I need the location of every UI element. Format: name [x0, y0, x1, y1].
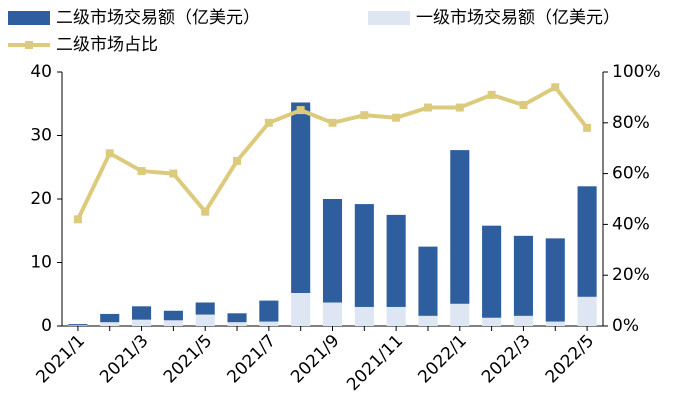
bar	[577, 186, 597, 297]
line-marker	[328, 118, 337, 127]
bar	[259, 300, 279, 322]
bar	[354, 306, 374, 326]
line-marker	[423, 103, 432, 112]
line-marker	[233, 156, 242, 165]
bar	[386, 306, 406, 326]
line-marker	[455, 103, 464, 112]
line-marker	[360, 111, 369, 120]
y-tick-label: 20	[30, 189, 52, 209]
bar	[545, 238, 565, 322]
bar	[68, 324, 88, 326]
y-tick-label: 40	[30, 62, 52, 82]
bar	[513, 315, 533, 326]
legend-label: 二级市场占比	[56, 35, 158, 55]
bar	[259, 321, 279, 326]
bar	[450, 303, 470, 326]
bar	[291, 292, 311, 326]
y2-tick-label: 40%	[612, 214, 650, 234]
line-marker	[73, 215, 82, 224]
x-tick-label: 2021/9	[287, 331, 343, 387]
bar	[132, 306, 152, 320]
x-tick-label: 2021/3	[96, 331, 152, 387]
legend-swatch	[25, 41, 33, 49]
x-tick-label: 2022/3	[478, 331, 534, 387]
line-marker	[169, 169, 178, 178]
bar	[195, 302, 215, 315]
bar	[227, 313, 247, 323]
bar	[100, 313, 120, 323]
y-tick-label: 10	[30, 253, 52, 273]
line-marker	[392, 113, 401, 122]
x-tick-label: 2022/1	[414, 331, 470, 387]
line-marker	[201, 207, 210, 216]
line-marker	[583, 123, 592, 132]
legend-swatch	[8, 11, 50, 25]
bar	[418, 315, 438, 326]
bar	[577, 296, 597, 326]
bar	[513, 235, 533, 316]
bar	[354, 204, 374, 307]
y-tick-label: 0	[41, 316, 52, 336]
bar	[322, 199, 343, 303]
bar	[227, 322, 247, 326]
y-tick-label: 30	[30, 126, 52, 146]
bar	[482, 225, 502, 318]
legend-swatch	[368, 11, 410, 25]
x-tick-label: 2021/5	[160, 331, 216, 387]
line-marker	[551, 83, 560, 92]
bar	[545, 321, 565, 326]
legend-label: 二级市场交易额（亿美元）	[56, 8, 260, 28]
bar	[68, 325, 88, 326]
bar	[132, 319, 152, 326]
line-marker	[264, 118, 273, 127]
line-marker	[487, 90, 496, 99]
legend-label: 一级市场交易额（亿美元）	[416, 8, 620, 28]
bar	[418, 246, 438, 316]
y2-tick-label: 100%	[612, 62, 661, 82]
x-tick-label: 2021/11	[343, 331, 407, 395]
x-tick-label: 2021/7	[223, 331, 279, 387]
line-marker	[137, 167, 146, 176]
bar	[163, 310, 183, 321]
y2-tick-label: 80%	[612, 113, 650, 133]
line-marker	[296, 106, 305, 115]
bar	[450, 150, 470, 304]
x-tick-label: 2022/5	[542, 331, 598, 387]
bar	[322, 302, 343, 326]
bar	[100, 322, 120, 326]
y2-tick-label: 60%	[612, 164, 650, 184]
bar	[386, 214, 406, 307]
line-marker	[105, 149, 114, 158]
bar	[291, 102, 311, 293]
bar	[195, 314, 215, 326]
bar	[163, 320, 183, 326]
y2-tick-label: 0%	[612, 316, 639, 336]
y2-tick-label: 20%	[612, 265, 650, 285]
x-tick-label: 2021/1	[33, 331, 89, 387]
bar	[482, 317, 502, 326]
line-marker	[519, 101, 528, 110]
